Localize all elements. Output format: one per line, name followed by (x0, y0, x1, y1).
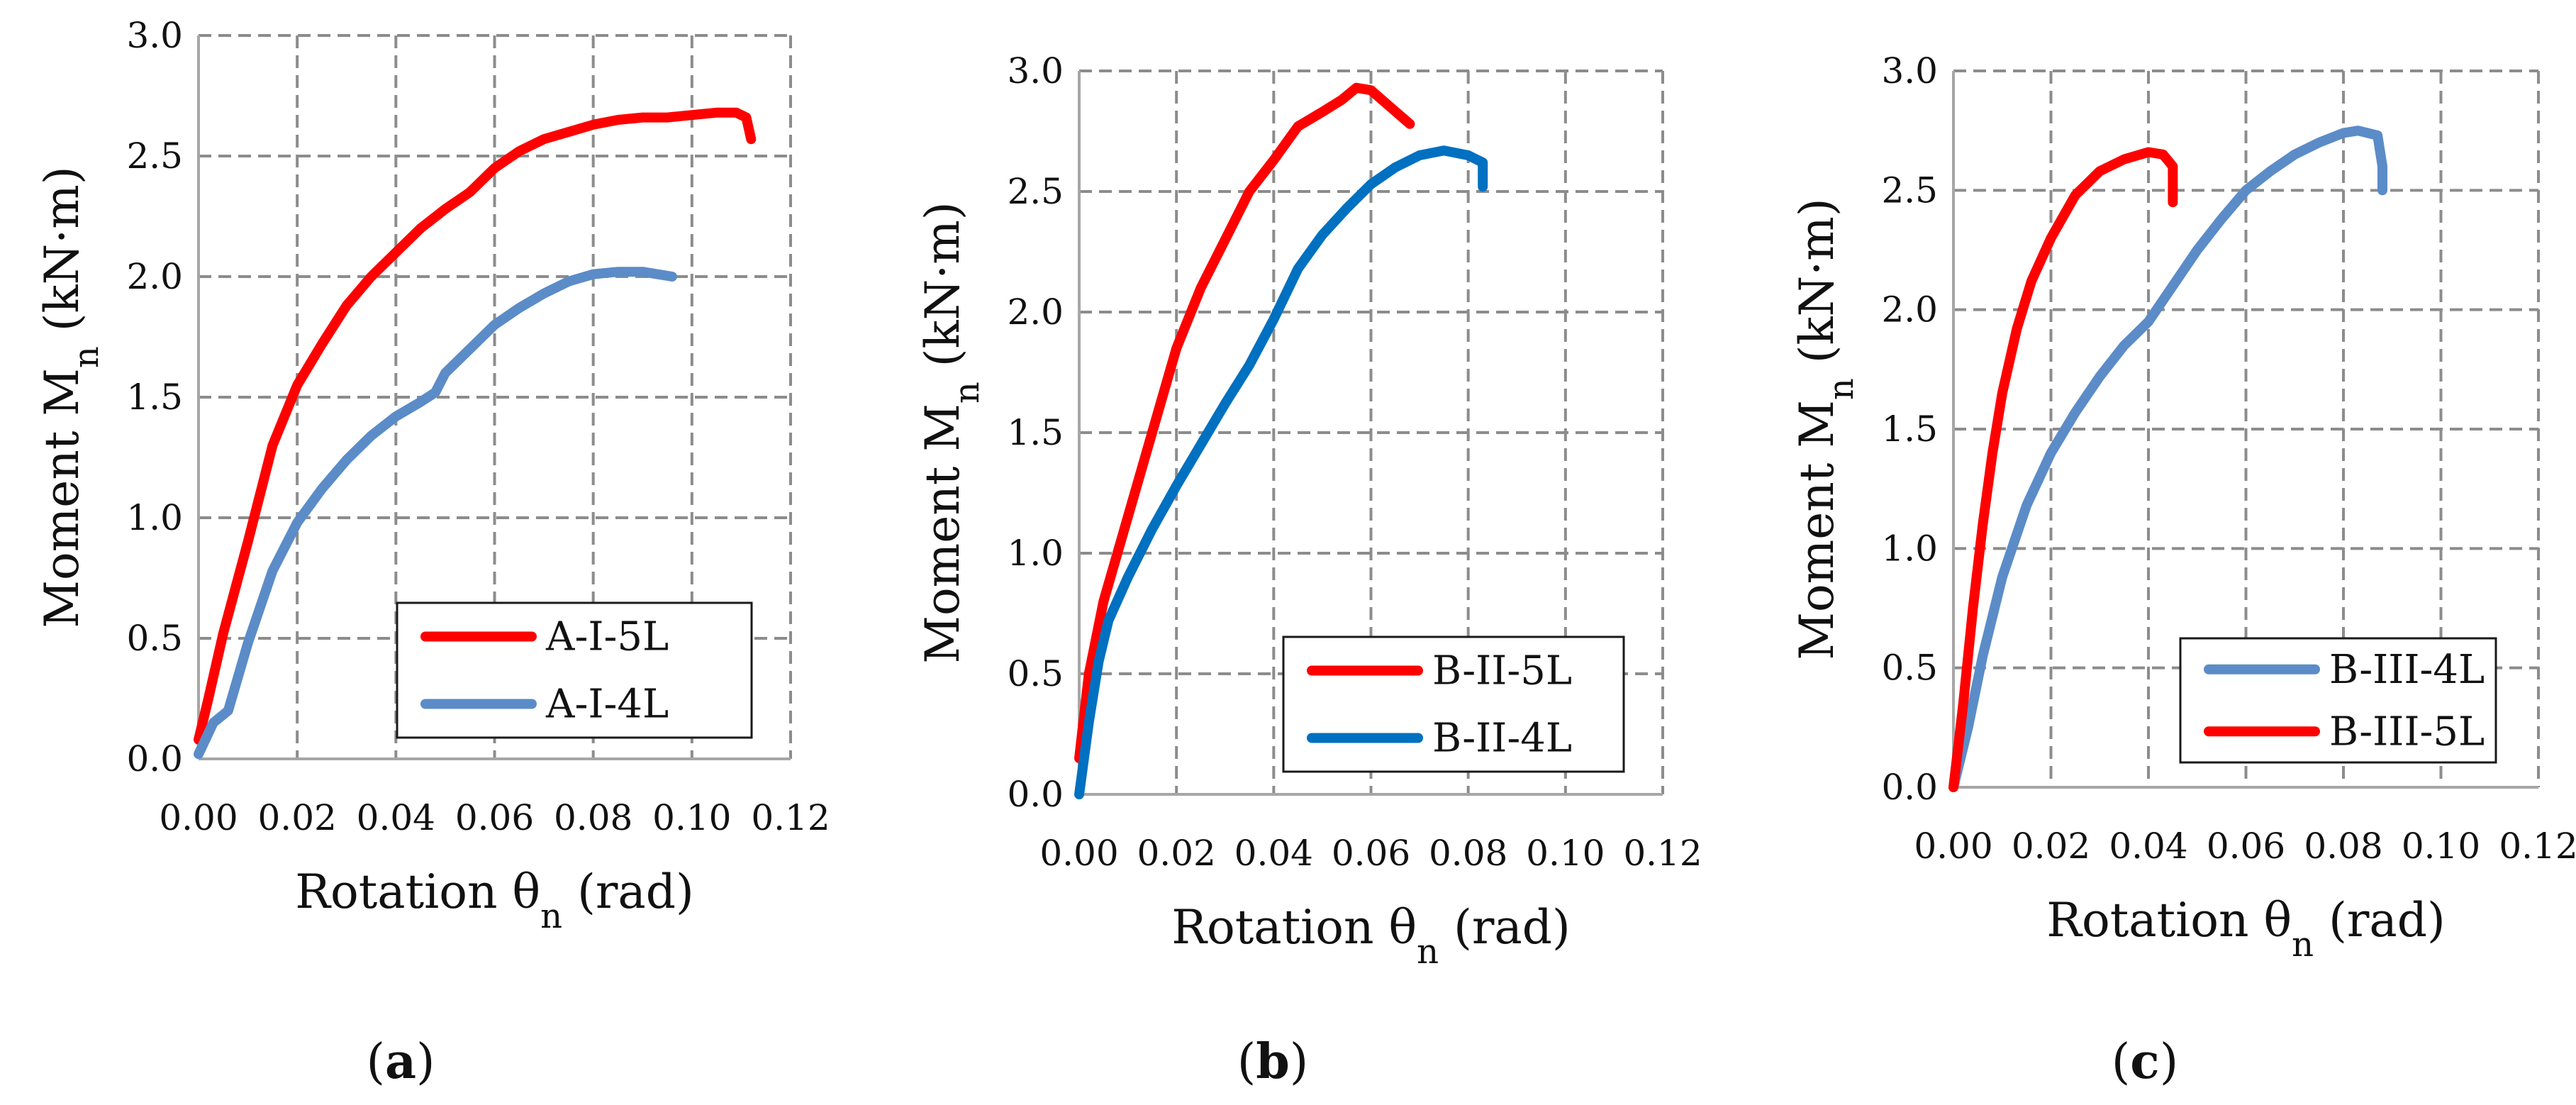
y-tick-label: 3.0 (1881, 50, 1938, 91)
y-tick-label: 1.0 (1007, 533, 1064, 574)
x-axis-title: Rotation θn (rad) (295, 865, 693, 936)
y-tick-label: 1.5 (126, 377, 183, 418)
panel-caption: (c) (2112, 1033, 2178, 1090)
legend: B-II-5L B-II-4L (1282, 635, 1625, 773)
y-tick-label: 2.0 (1881, 289, 1938, 331)
y-axis-title: Moment Mn (kN·m) (1790, 198, 1861, 660)
y-tick-label: 0.5 (126, 618, 183, 659)
y-tick-label: 1.0 (126, 497, 183, 538)
legend-label: A-I-5L (545, 614, 669, 660)
y-tick-label: 0.0 (1881, 767, 1938, 808)
panel-caption: (b) (1237, 1033, 1309, 1090)
x-tick-label: 0.10 (2402, 826, 2480, 867)
x-tick-label: 0.06 (2207, 826, 2285, 867)
legend-box (396, 601, 753, 739)
x-tick-label: 0.10 (652, 797, 731, 838)
y-tick-label: 2.0 (126, 256, 183, 297)
x-tick-label: 0.06 (455, 797, 534, 838)
chart-panel-c: 0.00 0.02 0.04 0.06 0.08 0.10 0.12 0.0 0.5 1.0 1.5… (1790, 50, 2576, 1090)
y-tick-label: 0.0 (126, 738, 183, 779)
series-line-B-II-4L (1074, 145, 1488, 799)
chart-panel-b: 0.00 0.02 0.04 0.06 0.08 0.10 0.12 0.0 0.5 1.0 1.5… (915, 50, 1702, 1090)
x-tick-label: 0.02 (2012, 826, 2090, 867)
series-line-B-II-5L (1074, 82, 1415, 763)
y-tick-label: 2.0 (1007, 291, 1064, 333)
x-tick-label: 0.12 (2499, 826, 2576, 867)
x-tick-label: 0.12 (1623, 833, 1702, 874)
x-tick-label: 0.00 (1914, 826, 1992, 867)
x-tick-label: 0.04 (1234, 833, 1313, 874)
x-axis-title: Rotation θn (rad) (1171, 900, 1570, 972)
series-line-A-I-4L (194, 267, 677, 760)
y-tick-label: 2.5 (126, 135, 183, 177)
legend-box (1282, 635, 1625, 773)
y-axis-title: Moment Mn (kN·m) (35, 166, 106, 628)
series-line-B-III-4L (1948, 126, 2387, 792)
y-tick-label: 0.5 (1881, 648, 1938, 689)
x-tick-label: 0.04 (357, 797, 435, 838)
y-tick-label: 3.0 (1007, 50, 1064, 91)
y-axis-title: Moment Mn (kN·m) (915, 201, 987, 663)
legend-box (2179, 637, 2497, 764)
x-tick-label: 0.04 (2109, 826, 2187, 867)
legend-label: B-II-5L (1432, 648, 1572, 694)
x-tick-label: 0.06 (1332, 833, 1410, 874)
y-tick-label: 1.0 (1881, 528, 1938, 569)
legend-label: B-III-5L (2329, 709, 2485, 755)
y-tick-label: 3.0 (126, 15, 183, 56)
x-tick-label: 0.10 (1526, 833, 1605, 874)
x-tick-label: 0.02 (1137, 833, 1216, 874)
x-axis-title: Rotation θn (rad) (2046, 893, 2445, 965)
legend-label: A-I-4L (545, 682, 669, 728)
y-tick-label: 1.5 (1007, 412, 1064, 453)
y-tick-label: 2.5 (1007, 171, 1064, 212)
series-line-A-I-5L (194, 107, 757, 745)
legend-label: B-III-4L (2329, 647, 2485, 693)
x-tick-label: 0.08 (554, 797, 632, 838)
x-tick-label: 0.02 (258, 797, 337, 838)
legend-label: B-II-4L (1432, 716, 1572, 762)
x-tick-label: 0.00 (1039, 833, 1118, 874)
y-tick-label: 0.0 (1007, 774, 1064, 815)
chart-panel-a: 0.00 0.02 0.04 0.06 0.08 0.10 0.12 0.0 0.5 1.0 1.5… (35, 15, 830, 1090)
y-tick-label: 2.5 (1881, 170, 1938, 211)
legend: A-I-5L A-I-4L (396, 601, 753, 739)
panel-caption: (a) (366, 1033, 435, 1090)
legend: B-III-4L B-III-5L (2179, 637, 2497, 764)
x-tick-label: 0.08 (2304, 826, 2382, 867)
y-tick-label: 0.5 (1007, 653, 1064, 694)
y-tick-label: 1.5 (1881, 409, 1938, 450)
x-tick-label: 0.12 (751, 797, 830, 838)
series-line-B-III-5L (1948, 147, 2178, 792)
x-tick-label: 0.08 (1429, 833, 1507, 874)
x-tick-label: 0.00 (159, 797, 238, 838)
